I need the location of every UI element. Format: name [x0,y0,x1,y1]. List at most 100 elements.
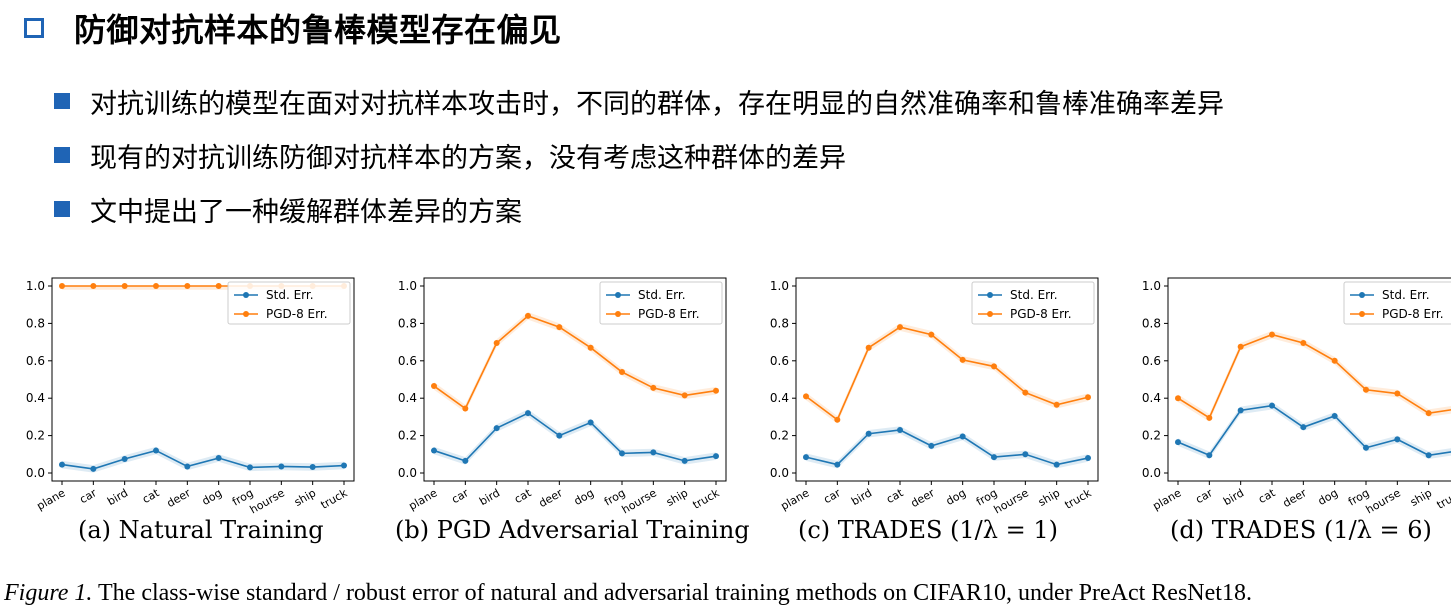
y-tick-label: 0.0 [26,466,45,480]
std-data-point [90,465,97,472]
pgd-data-point [493,340,500,347]
std-data-point [1331,412,1338,419]
slide-heading: 防御对抗样本的鲁棒模型存在偏见 [74,11,562,49]
plot-frame [795,277,1099,482]
bullet-item: 对抗训练的模型在面对对抗样本攻击时，不同的群体，存在明显的自然准确率和鲁棒准确率… [54,74,1224,128]
pgd-data-point [556,324,563,331]
std-data-point [1085,455,1091,462]
std-series-line [433,412,717,462]
x-tick-label: cat [512,486,534,506]
std-data-point [493,425,500,432]
pgd-data-point [525,312,531,319]
std-series-line [61,449,345,470]
pgd-data-point [897,324,903,331]
pgd-data-point [121,283,128,289]
y-tick-label: 0.8 [398,316,417,330]
std-legend-marker [1359,292,1365,298]
pgd-data-point [1269,331,1275,338]
checkbox-square-icon [24,18,44,38]
chart-b: 0.0 0.2 0.4 0.6 0.8 1.0 plane car bird cat deer dog… [398,277,727,516]
std-data-point [247,464,253,471]
y-tick-label: 0.4 [398,391,417,405]
std-data-point [462,457,469,464]
pgd-data-point [1053,401,1060,408]
pgd-data-point [650,384,657,391]
pgd-data-point [1206,414,1213,421]
x-tick-label: cat [884,486,906,506]
chart-d: 0.0 0.2 0.4 0.6 0.8 1.0 plane car bird cat deer dog… [1142,277,1451,516]
pgd-data-point [1175,395,1181,402]
bullet-square-icon [54,201,70,217]
x-tick-label: ship [1036,486,1062,509]
pgd-data-point [959,356,966,363]
y-tick-label: 0.0 [1142,466,1161,480]
std-data-point [1394,436,1401,443]
x-tick-label: plane [407,486,440,513]
x-tick-label: dog [944,486,968,508]
slide-title: 防御对抗样本的鲁棒模型存在偏见 [24,6,562,50]
y-tick-label: 0.6 [398,354,417,368]
y-tick-label: 0.4 [1142,391,1161,405]
std-data-point [897,426,903,433]
pgd-data-point [1394,390,1401,397]
std-data-point [309,464,316,471]
x-tick-label: deer [537,486,566,510]
pgd-data-point [462,405,469,412]
y-tick-label: 0.4 [770,391,789,405]
legend-box [971,281,1095,325]
subcaption-a: (a) Natural Training [78,516,324,544]
x-tick-label: dog [1316,486,1340,508]
y-tick-label: 1.0 [398,279,417,293]
std-legend-label: Std. Err. [1010,288,1058,302]
x-tick-label: plane [779,486,812,513]
pgd-data-point [1300,340,1307,347]
chart-c: 0.0 0.2 0.4 0.6 0.8 1.0 plane car bird cat deer dog… [770,277,1099,516]
x-tick-label: bird [477,486,502,508]
x-tick-label: car [77,486,99,506]
x-tick-label: deer [165,486,194,510]
pgd-legend-label: PGD-8 Err. [1382,307,1444,321]
std-data-point [619,450,625,457]
x-tick-label: ship [664,486,690,509]
x-tick-label: truck [1063,486,1094,512]
std-data-point [991,454,997,461]
legend-box [599,281,723,325]
pgd-data-point [1237,343,1244,350]
x-tick-label: cat [140,486,162,506]
x-tick-label: bird [1221,486,1246,508]
std-data-point [1206,452,1213,459]
bullet-text: 对抗训练的模型在面对对抗样本攻击时，不同的群体，存在明显的自然准确率和鲁棒准确率… [90,88,1224,120]
std-legend-marker [243,292,249,298]
x-tick-label: deer [909,486,938,510]
y-tick-label: 0.8 [1142,316,1161,330]
x-tick-label: ship [292,486,318,509]
y-tick-label: 0.2 [1142,429,1161,443]
std-data-point [1425,452,1432,459]
pgd-legend-marker [987,311,993,317]
pgd-data-point [1022,389,1029,396]
x-tick-label: truck [1435,486,1451,512]
std-data-point [650,449,657,456]
y-tick-label: 1.0 [770,279,789,293]
subcaption-c: (c) TRADES (1/λ = 1) [798,516,1058,544]
x-tick-label: car [821,486,843,506]
chart-panel-d: 0.0 0.2 0.4 0.6 0.8 1.0 plane car bird cat deer dog… [1136,262,1451,552]
std-legend-label: Std. Err. [1382,288,1430,302]
x-tick-label: cat [1256,486,1278,506]
figure-caption-text: The class-wise standard / robust error o… [98,580,1252,606]
pgd-data-point [153,283,159,289]
pgd-legend-label: PGD-8 Err. [638,307,700,321]
chart-panel-b: 0.0 0.2 0.4 0.6 0.8 1.0 plane car bird cat deer dog… [392,262,732,552]
std-data-point [1300,424,1307,431]
y-tick-label: 0.4 [26,391,45,405]
pgd-data-point [1085,394,1091,401]
std-data-point [1022,451,1029,458]
chart-panel-a: 0.0 0.2 0.4 0.6 0.8 1.0 plane car bird cat deer dog… [20,262,360,552]
pgd-legend-marker [1359,311,1365,317]
pgd-series-line [1177,333,1451,420]
x-tick-label: dog [200,486,224,508]
std-data-point [959,433,966,440]
x-tick-label: truck [691,486,722,512]
std-data-point [525,410,531,417]
y-tick-label: 1.0 [1142,279,1161,293]
